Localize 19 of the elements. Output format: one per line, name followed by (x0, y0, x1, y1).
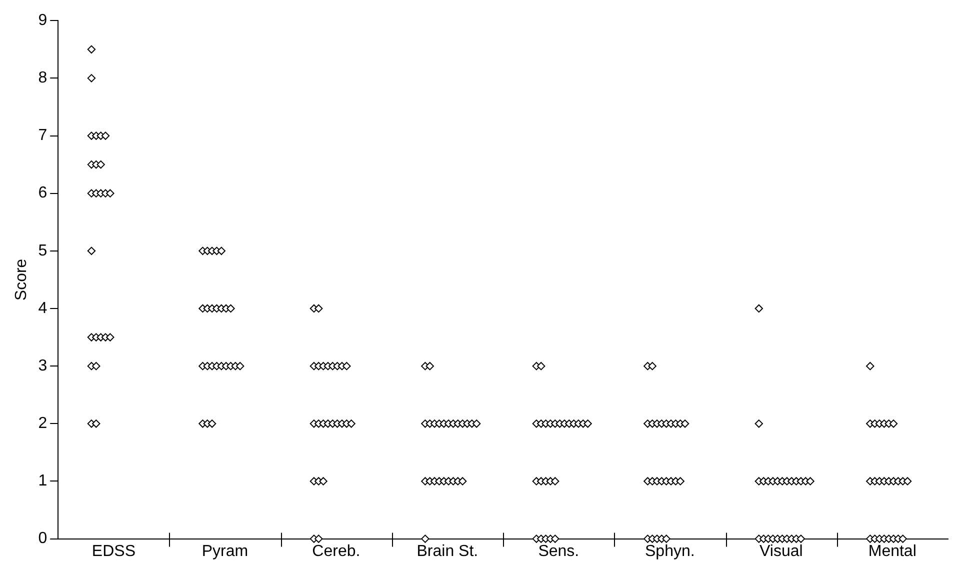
y-tick-label: 5 (38, 242, 48, 260)
x-tick-label: Mental (868, 542, 916, 560)
x-tick-label: Pyram (202, 542, 248, 560)
y-tick-label: 0 (38, 530, 48, 548)
x-tick-label: Cereb. (312, 542, 360, 560)
x-tick-label: Sens. (538, 542, 580, 560)
y-tick-label: 1 (38, 472, 48, 490)
x-tick-label: Visual (759, 542, 803, 560)
x-tick-label: Brain St. (416, 542, 478, 560)
y-tick-label: 6 (38, 184, 48, 202)
x-tick-label: EDSS (92, 542, 136, 560)
y-tick-label: 9 (38, 12, 48, 30)
y-tick-label: 2 (38, 415, 48, 432)
y-tick-label: 7 (38, 127, 48, 144)
x-tick-label: Sphyn. (645, 542, 695, 560)
y-tick-label: 4 (38, 300, 48, 317)
y-tick-label: 8 (38, 70, 48, 87)
y-tick-label: 3 (38, 357, 48, 374)
y-axis-title: Score (13, 258, 30, 301)
